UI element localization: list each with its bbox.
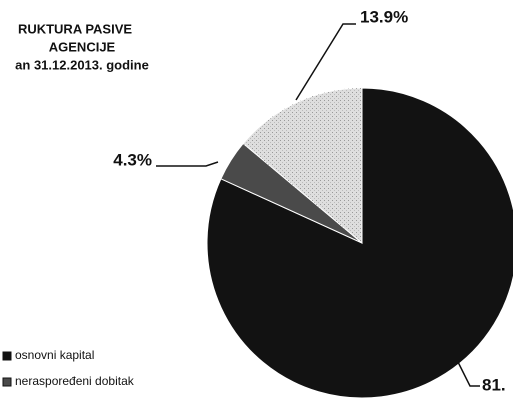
chart-title: an 31.12.2013. godine [15,57,149,72]
chart-title: RUKTURA PASIVE [18,21,132,36]
leader-line [156,161,219,167]
data-label: 81. [482,375,506,394]
data-label: 4.3% [113,150,152,169]
chart-title: AGENCIJE [49,39,116,54]
leader-line [295,23,356,101]
data-label: 13.9% [360,7,408,26]
legend-swatch [2,377,12,387]
legend-label: osnovni kapital [15,348,94,362]
legend-swatch [2,351,12,361]
leader-line [457,361,480,387]
legend-label: neraspoređeni dobitak [15,374,135,388]
